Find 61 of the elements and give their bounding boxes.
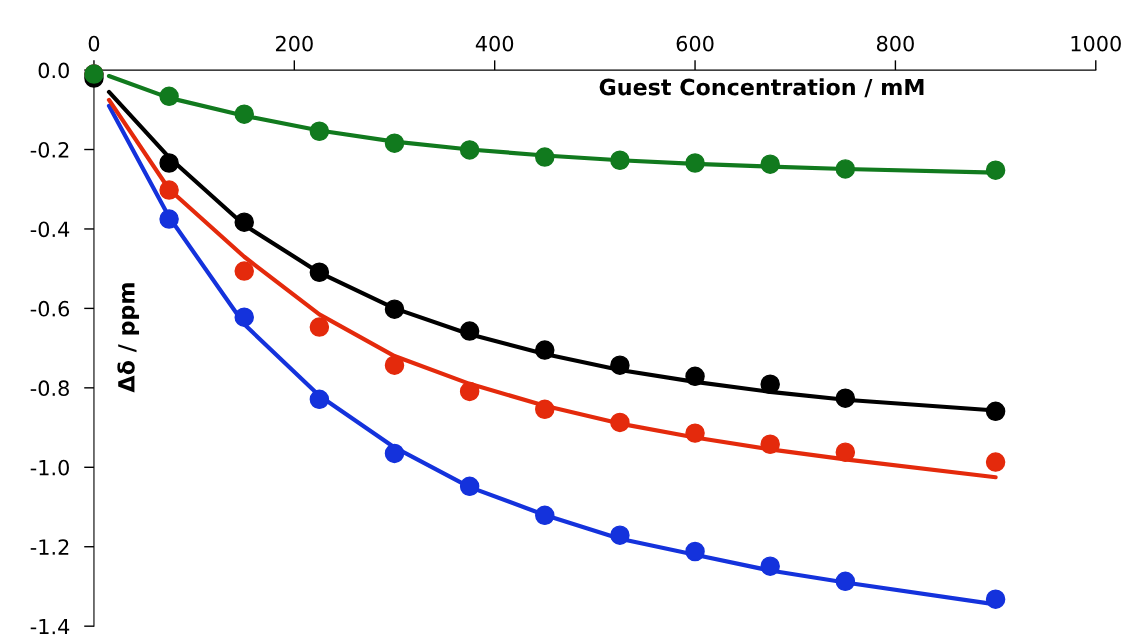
point [610,412,630,433]
point [159,153,179,173]
point [835,388,856,408]
y-axis-title: Δδ / ppm [117,283,140,393]
x-tick-label: 0 [88,35,100,52]
point [384,355,405,375]
point [459,381,480,402]
point [535,340,555,360]
point [610,525,630,545]
point [234,212,254,232]
y-tick-label: -0.6 [30,300,70,317]
y-tick-label: -0.8 [30,380,69,397]
point [835,571,856,592]
point [985,160,1006,180]
point [234,261,254,281]
point [309,389,330,410]
point [459,476,480,497]
point [835,159,856,179]
y-tick-label: -0.4 [30,221,70,238]
point [835,442,856,462]
point [985,401,1006,422]
point [760,556,780,576]
x-tick-label: 800 [876,35,914,52]
point [234,307,254,327]
x-tick-label: 600 [676,35,714,52]
y-tick-label: -1.0 [30,459,69,476]
point [760,154,780,174]
point [309,317,330,337]
x-tick-label: 200 [275,35,313,52]
point [535,399,555,420]
point [384,443,405,464]
point [685,153,705,173]
point [760,434,780,454]
point [610,355,630,375]
x-tick-label: 1000 [1071,35,1121,52]
point [760,374,780,395]
y-tick-label: -1.2 [30,539,69,555]
point [309,121,330,141]
point [159,86,179,107]
y-tick-label: 0.0 [38,62,69,79]
point [535,147,555,167]
point [685,366,705,387]
point [985,589,1006,609]
point [685,423,705,443]
point [159,180,179,200]
point [459,321,480,341]
point [459,140,480,160]
point [610,150,630,170]
point [384,299,405,319]
point [535,505,555,526]
point [985,452,1006,472]
y-tick-label: -1.4 [30,618,70,635]
point [159,209,179,229]
point [234,104,254,124]
x-axis-title: Guest Concentration / mM [599,78,924,98]
line-series [106,97,998,480]
point [384,133,405,153]
point [685,541,705,562]
y-tick-label: -0.2 [30,141,69,158]
x-tick-label: 400 [475,35,514,52]
point [309,262,330,283]
